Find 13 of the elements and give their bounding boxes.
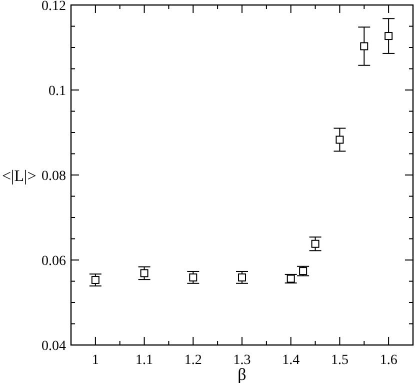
x-tick-label: 1.4 (282, 353, 300, 368)
y-tick-label: 0.1 (48, 84, 66, 99)
y-tick-label: 0.04 (42, 339, 66, 354)
y-tick-label: 0.06 (42, 254, 66, 269)
y-tick-label: 0.12 (42, 0, 66, 14)
x-tick-label: 1 (92, 353, 99, 368)
y-tick-label: 0.08 (42, 169, 66, 184)
x-tick-label: 1.2 (184, 353, 202, 368)
y-axis-title: <|L|> (2, 168, 36, 185)
x-tick-label: 1.3 (233, 353, 251, 368)
x-tick-label: 1.5 (330, 353, 348, 368)
x-tick-label: 1.1 (136, 353, 154, 368)
x-tick-label: 1.6 (380, 353, 398, 368)
